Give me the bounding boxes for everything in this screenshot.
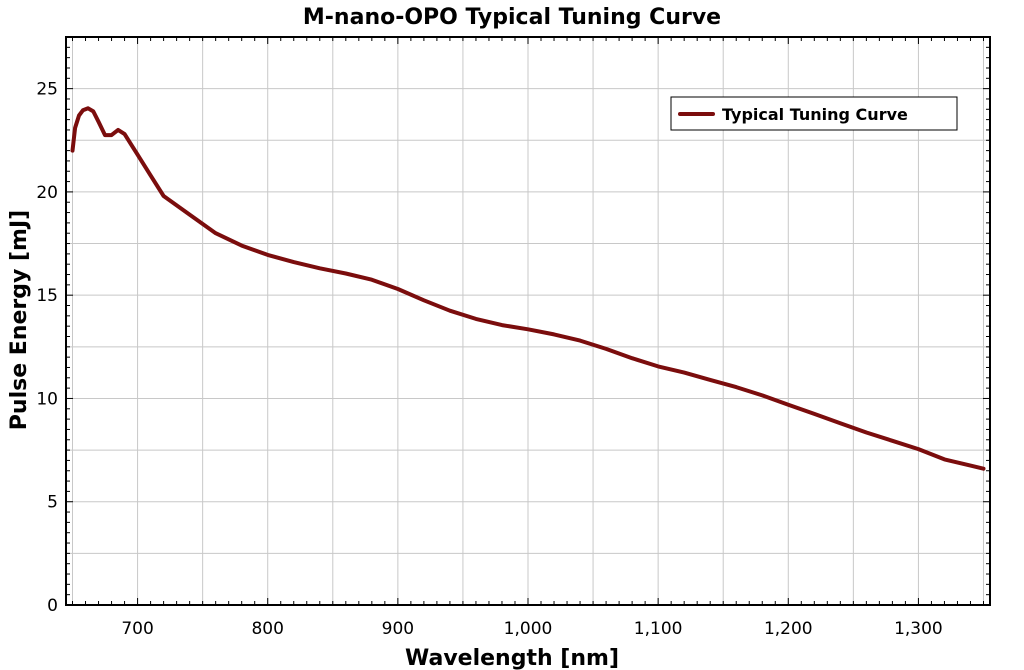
y-tick-label: 10 — [36, 389, 58, 409]
y-tick-label: 25 — [36, 80, 58, 100]
y-tick-label: 15 — [36, 286, 58, 306]
x-tick-label: 900 — [382, 619, 414, 639]
legend-label: Typical Tuning Curve — [722, 105, 908, 124]
x-tick-label: 1,300 — [894, 619, 943, 639]
x-axis-label: Wavelength [nm] — [405, 646, 619, 670]
x-tick-label: 1,100 — [634, 619, 683, 639]
chart-title: M-nano-OPO Typical Tuning Curve — [303, 5, 721, 30]
x-tick-label: 1,200 — [764, 619, 813, 639]
x-tick-label: 1,000 — [504, 619, 553, 639]
series-layer — [70, 106, 986, 471]
axis-ticks — [66, 36, 990, 606]
y-tick-label: 5 — [47, 493, 58, 513]
y-tick-label: 0 — [47, 596, 58, 616]
legend: Typical Tuning Curve — [670, 96, 958, 131]
tick-labels: 700 800 900 1,000 1,100 1,200 1,300 0 5 10 15 20 25 — [36, 80, 942, 639]
y-axis-label: Pulse Energy [mJ] — [7, 210, 32, 430]
x-tick-label: 800 — [251, 619, 283, 639]
legend-box — [670, 96, 958, 131]
x-tick-label: 700 — [121, 619, 153, 639]
series-line-typical-tuning-curve — [70, 106, 986, 471]
y-tick-label: 20 — [36, 183, 58, 203]
grid-lines — [66, 37, 990, 605]
